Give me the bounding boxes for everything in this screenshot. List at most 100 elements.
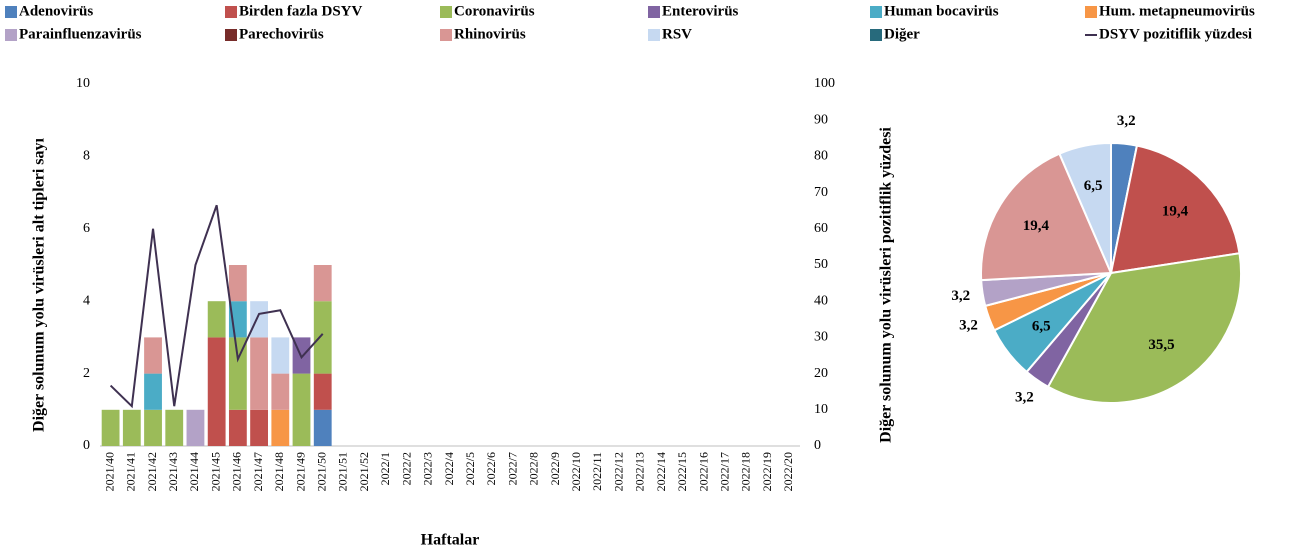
y-axis-title: Diğer solunum yolu virüsleri alt tipleri…: [31, 137, 48, 431]
x-tick-label: 2022/7: [505, 452, 519, 485]
pie-slice: [1058, 141, 1112, 274]
pie-label: 3,2: [1015, 389, 1034, 405]
legend-swatch: [5, 6, 17, 18]
bar-segment: [228, 265, 247, 302]
x-tick-label: 2022/12: [611, 452, 625, 491]
pie-label: 19,4: [1162, 203, 1189, 219]
x-tick-label: 2022/13: [633, 452, 647, 491]
pie-label: 6,5: [1084, 178, 1103, 194]
y2-tick-label: 90: [814, 112, 828, 127]
bar-segment: [228, 409, 247, 446]
pie-slice: [1109, 144, 1241, 275]
x-tick-label: 2021/52: [357, 452, 371, 491]
bar-segment: [101, 409, 120, 446]
bar-segment: [207, 301, 226, 338]
x-tick-label: 2021/40: [102, 452, 116, 491]
bar-segment: [313, 301, 332, 374]
pie-label: 3,2: [959, 317, 978, 333]
bar-segment: [165, 409, 184, 446]
y-tick-label: 2: [83, 366, 90, 381]
x-tick-label: 2021/44: [187, 452, 201, 491]
x-tick-label: 2021/50: [314, 452, 328, 491]
y-tick-label: 0: [83, 438, 90, 453]
bar-segment: [144, 373, 162, 410]
y2-tick-label: 60: [814, 221, 828, 236]
legend-swatch: [225, 6, 237, 18]
x-tick-label: 2022/11: [590, 452, 604, 491]
y2-axis-title: Diğer solunum yolu virüsleri pozitiflik …: [878, 127, 895, 443]
legend-label: DSYV pozitiflik yüzdesi: [1099, 26, 1252, 42]
y2-tick-label: 50: [814, 257, 828, 272]
bar-segment: [144, 409, 162, 446]
legend-label: Coronavirüs: [454, 3, 535, 19]
x-tick-label: 2022/6: [484, 452, 498, 485]
line-series: [109, 204, 324, 409]
x-tick-label: 2022/17: [718, 452, 732, 491]
x-tick-label: 2022/3: [421, 452, 435, 485]
legend-label: Hum. metapneumovirüs: [1099, 3, 1255, 19]
pie-label: 35,5: [1148, 337, 1174, 353]
x-tick-label: 2022/10: [569, 452, 583, 491]
bar-segment: [250, 337, 268, 410]
x-tick-label: 2021/45: [208, 452, 222, 491]
bar-segment: [122, 409, 141, 446]
bar-segment: [250, 301, 268, 338]
x-tick-label: 2022/8: [527, 452, 541, 485]
legend-label: Human bocavirüs: [884, 3, 999, 19]
bar-segment: [144, 337, 162, 374]
x-tick-label: 2021/49: [293, 452, 307, 491]
bar-segment: [313, 409, 332, 446]
y2-tick-label: 10: [814, 402, 828, 417]
legend-swatch: [648, 6, 660, 18]
bar-segment: [313, 265, 332, 302]
x-tick-label: 2021/46: [230, 452, 244, 491]
legend-swatch: [5, 29, 17, 41]
y2-tick-label: 30: [814, 330, 828, 345]
x-tick-label: 2021/43: [166, 452, 180, 491]
y2-tick-label: 20: [814, 366, 828, 381]
bar-segment: [271, 373, 290, 410]
legend-swatch: [440, 6, 452, 18]
y-tick-label: 4: [83, 293, 90, 308]
y2-tick-label: 70: [814, 185, 828, 200]
legend-swatch: [225, 29, 237, 41]
x-tick-label: 2021/48: [272, 452, 286, 491]
bar-segment: [207, 337, 226, 446]
pie-label: 19,4: [1023, 218, 1050, 234]
y-tick-label: 10: [76, 76, 90, 91]
legend-label: Parechovirüs: [239, 26, 324, 42]
legend-swatch: [1085, 6, 1097, 18]
pie-slice: [980, 152, 1113, 282]
y2-tick-label: 40: [814, 293, 828, 308]
x-tick-label: 2021/42: [145, 452, 159, 491]
x-tick-label: 2022/20: [781, 452, 795, 491]
pie-label: 6,5: [1032, 319, 1051, 335]
bar-segment: [228, 337, 247, 410]
legend-label: Diğer: [884, 26, 920, 42]
pie-slice: [1046, 252, 1242, 405]
bar-segment: [271, 409, 290, 446]
legend-label: Enterovirüs: [662, 3, 739, 19]
legend-label: Adenovirüs: [19, 3, 93, 19]
legend-swatch: [440, 29, 452, 41]
x-tick-label: 2022/1: [378, 452, 392, 485]
x-tick-label: 2022/2: [399, 452, 413, 485]
x-tick-label: 2022/5: [463, 452, 477, 485]
legend-label: Rhinovirüs: [454, 26, 526, 42]
y2-tick-label: 0: [814, 438, 821, 453]
y-tick-label: 8: [83, 149, 90, 164]
y-tick-label: 6: [83, 221, 90, 236]
x-tick-label: 2022/14: [654, 452, 668, 491]
x-tick-label: 2022/9: [548, 452, 562, 485]
bar-segment: [250, 409, 268, 446]
legend-swatch: [870, 29, 882, 41]
legend-label: Parainfluenzavirüs: [19, 26, 142, 42]
bar-segment: [292, 373, 311, 446]
pie-label: 3,2: [1117, 113, 1136, 129]
x-tick-label: 2021/47: [251, 452, 265, 491]
legend-swatch: [648, 29, 660, 41]
legend-swatch: [870, 6, 882, 18]
y2-tick-label: 100: [814, 76, 835, 91]
x-tick-label: 2021/41: [124, 452, 138, 491]
